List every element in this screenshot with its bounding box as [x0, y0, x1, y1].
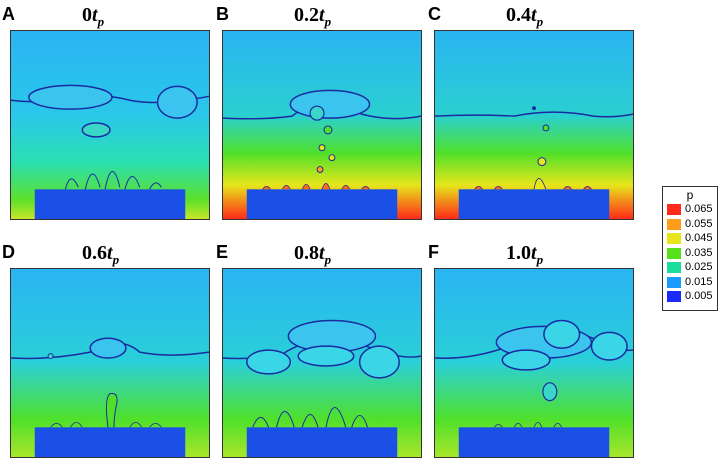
bubble: [542, 382, 558, 402]
bubble: [246, 349, 292, 375]
colorbar-label: 0.025: [685, 261, 713, 273]
panel-a: A 0tp: [0, 0, 210, 220]
panel-title: 1.0tp: [506, 242, 544, 267]
colorbar-label: 0.045: [685, 232, 713, 244]
colorbar-swatch: [667, 291, 681, 302]
simulation-plot: [434, 268, 634, 458]
bubble: [537, 157, 547, 167]
bubble: [532, 106, 536, 111]
simulation-plot: [222, 268, 422, 458]
bubble: [501, 349, 551, 371]
panel-letter: D: [2, 242, 15, 262]
heater: [458, 189, 610, 219]
panel-letter: A: [2, 4, 15, 24]
colorbar-label: 0.015: [685, 275, 713, 288]
heater: [246, 427, 398, 457]
colorbar-swatch: [667, 247, 681, 259]
simulation-plot: [434, 30, 634, 220]
bubble: [543, 319, 581, 349]
colorbar-label: 0.065: [685, 203, 713, 215]
bubble: [289, 89, 371, 119]
simulation-plot: [10, 30, 210, 220]
bubble: [297, 345, 355, 367]
bubble: [316, 166, 324, 173]
panel-d: D 0.6tp: [0, 238, 210, 458]
colorbar-swatch: [667, 262, 681, 273]
panel-c: C 0.4tp: [424, 0, 634, 220]
panel-letter: C: [428, 4, 441, 24]
bubble: [323, 125, 333, 135]
panel-f: F 1.0tp: [424, 238, 634, 458]
colorbar-legend: p 0.065 0.055 0.045 0.035 0.025 0.015 0.005: [662, 186, 718, 311]
bubble: [47, 353, 54, 360]
bubble: [318, 144, 326, 152]
colorbar-label: 0.035: [685, 246, 713, 259]
simulation-plot: [222, 30, 422, 220]
colorbar-swatch: [667, 218, 681, 230]
heater: [34, 189, 186, 219]
panel-b: B 0.2tp: [212, 0, 422, 220]
colorbar-swatch: [667, 233, 681, 244]
colorbar-swatch: [667, 276, 681, 288]
bubble: [81, 122, 111, 138]
panel-letter: F: [428, 242, 439, 262]
bubble: [156, 85, 198, 119]
bubble: [358, 345, 400, 379]
panel-title: 0.4tp: [506, 4, 544, 29]
heater: [246, 189, 398, 219]
colorbar-title: p: [686, 188, 694, 202]
heater: [458, 427, 610, 457]
panel-letter: E: [216, 242, 229, 262]
panel-title: 0.2tp: [294, 4, 332, 29]
bubble: [542, 124, 550, 132]
colorbar-label: 0.055: [685, 217, 713, 230]
panel-title: 0.6tp: [82, 242, 120, 267]
panel-e: E 0.8tp: [212, 238, 422, 458]
panel-title: 0tp: [82, 4, 105, 29]
bubble: [89, 337, 127, 359]
bubble: [309, 105, 325, 121]
colorbar-label: 0.005: [685, 290, 713, 302]
bubble: [328, 154, 336, 162]
heater: [34, 427, 186, 457]
panel-letter: B: [216, 4, 229, 24]
panel-title: 0.8tp: [294, 242, 332, 267]
colorbar-swatch: [667, 204, 681, 215]
bubble: [28, 84, 113, 110]
bubble: [590, 331, 628, 361]
simulation-plot: [10, 268, 210, 458]
